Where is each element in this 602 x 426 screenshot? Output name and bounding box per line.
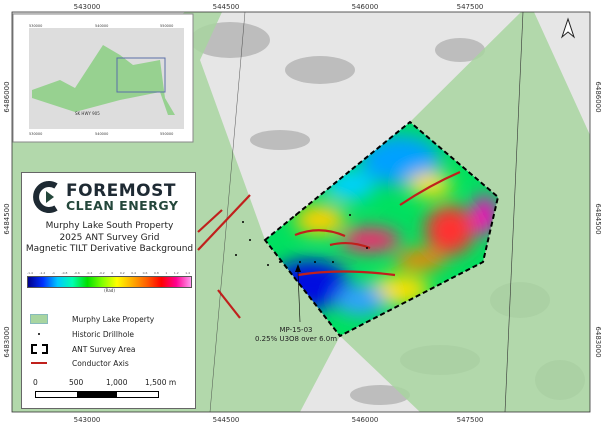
legend-item-survey-area: ANT Survey Area	[30, 343, 135, 355]
colorbar-ticks: -1.4 -1.2 -1 -0.8 -0.6 -0.4 -0.2 0 0.2 0.4 0.6 0.8 1…	[27, 271, 190, 275]
historic-drillholes	[235, 214, 368, 266]
svg-text:540000: 540000	[95, 24, 108, 28]
colorbar-tick-label: 0	[111, 271, 114, 275]
svg-text:6483000: 6483000	[3, 326, 11, 357]
company-logo: FOREMOST CLEAN ENERGY	[32, 181, 192, 217]
legend-panel: FOREMOST CLEAN ENERGY Murphy Lake South …	[21, 172, 196, 409]
drillhole-mp-15-03-marker	[295, 264, 301, 272]
svg-text:550000: 550000	[160, 132, 173, 136]
y-axis-ticks: 6486000 6484500 6483000 6486000 6484500 …	[3, 81, 602, 357]
svg-text:544500: 544500	[213, 416, 240, 424]
svg-text:540000: 540000	[95, 132, 108, 136]
svg-text:SK HWY 905: SK HWY 905	[75, 111, 100, 116]
ant-survey-area	[263, 120, 500, 338]
colorbar-tick-label: -0.4	[86, 271, 93, 275]
colorbar-unit: (Rad)	[104, 288, 115, 293]
inset-map: SK HWY 905 530000 540000 550000 530000 5…	[12, 13, 194, 143]
colorbar-tick-label: 0.6	[142, 271, 148, 275]
annotation-hole-id: MP-15-03	[279, 326, 313, 334]
logo-mark-icon	[33, 181, 58, 213]
svg-text:546000: 546000	[352, 416, 379, 424]
conductor-axis	[197, 209, 223, 233]
svg-text:543000: 543000	[74, 3, 101, 11]
legend-item-property: Murphy Lake Property	[30, 313, 154, 325]
conductor-axis	[294, 229, 346, 238]
svg-text:6486000: 6486000	[3, 81, 11, 112]
north-arrow-icon	[560, 17, 576, 39]
annotation-grade: 0.25% U3O8 over 6.0m	[255, 335, 338, 343]
colorbar-tick-label: -1	[51, 271, 55, 275]
conductor-axis	[329, 241, 371, 250]
colorbar-tick-label: 1.2	[173, 271, 179, 275]
svg-text:6486000: 6486000	[594, 81, 602, 112]
colorbar-tick-label: -0.2	[98, 271, 105, 275]
legend-item-conductor: Conductor Axis	[30, 357, 129, 369]
svg-text:530000: 530000	[29, 132, 42, 136]
x-axis-ticks: 543000 544500 546000 547500 543000 54450…	[74, 3, 484, 424]
colorbar-tick-label: -1.2	[39, 271, 46, 275]
conductor-axis	[297, 270, 396, 277]
property-area-east	[340, 12, 590, 412]
svg-text:550000: 550000	[160, 24, 173, 28]
svg-text:547500: 547500	[457, 3, 484, 11]
colorbar	[27, 276, 192, 288]
svg-text:547500: 547500	[457, 416, 484, 424]
conductor-axis	[399, 170, 461, 206]
scale-bar	[35, 391, 159, 398]
svg-text:6484500: 6484500	[594, 203, 602, 234]
svg-text:544500: 544500	[213, 3, 240, 11]
colorbar-tick-label: -1.4	[27, 271, 33, 275]
svg-text:543000: 543000	[74, 416, 101, 424]
conductor-axes	[197, 170, 461, 319]
colorbar-tick-label: 0.2	[119, 271, 125, 275]
colorbar-tick-label: 0.8	[153, 271, 159, 275]
colorbar-tick-label: -0.8	[61, 271, 68, 275]
conductor-axis	[197, 194, 251, 251]
svg-text:6484500: 6484500	[3, 203, 11, 234]
colorbar-tick-label: 1	[165, 271, 168, 275]
conductor-axis	[217, 289, 241, 319]
svg-text:6483000: 6483000	[594, 326, 602, 357]
colorbar-tick-label: 0.4	[131, 271, 136, 275]
legend-item-drillhole: Historic Drillhole	[30, 328, 134, 340]
map-title: Murphy Lake South Property 2025 ANT Surv…	[25, 221, 194, 254]
svg-text:546000: 546000	[352, 3, 379, 11]
drillhole-annotation: MP-15-03 0.25% U3O8 over 6.0m	[255, 326, 337, 344]
svg-text:530000: 530000	[29, 24, 42, 28]
colorbar-tick-label: -0.6	[73, 271, 80, 275]
colorbar-tick-label: 1.4	[185, 271, 190, 275]
